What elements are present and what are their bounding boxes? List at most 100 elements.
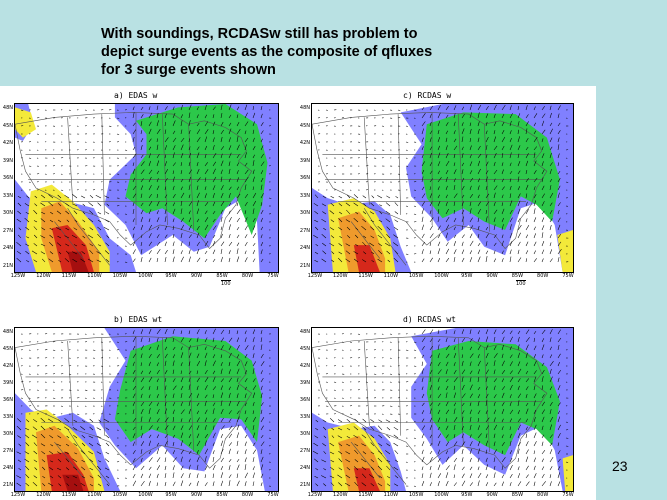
lon-tick-label: 120W [333, 273, 348, 279]
lon-tick-label: 125W [307, 273, 323, 279]
lon-tick-label: 115W [61, 492, 77, 498]
lon-tick-label: 85W [216, 273, 228, 279]
panel-label-a: a) EDAS w [114, 91, 158, 100]
lat-tick-label: 21N [2, 482, 13, 488]
lat-tick-label: 48N [2, 329, 13, 335]
lon-tick-label: 125W [307, 492, 323, 498]
lon-tick-label: 95W [165, 492, 177, 498]
yellow-contour-region [557, 230, 573, 272]
lon-tick-label: 85W [511, 273, 524, 279]
lat-tick-label: 24N [2, 465, 13, 471]
lon-tick-label: 90W [190, 273, 203, 279]
lon-tick-label: 115W [61, 273, 77, 279]
geographic-boundary-line [15, 112, 253, 249]
lon-tick-label: 110W [383, 273, 399, 279]
geographic-boundary-line [397, 337, 401, 436]
title-line-3: for 3 surge events shown [101, 62, 276, 78]
lat-tick-label: 24N [2, 245, 13, 252]
lat-tick-label: 27N [299, 227, 310, 234]
map-a [14, 103, 279, 273]
geographic-boundary-line [312, 112, 548, 249]
lon-tick-label: 95W [461, 492, 473, 498]
lon-tick-label: 75W [267, 492, 279, 498]
lat-tick-label: 48N [299, 105, 310, 111]
lat-tick-label: 33N [299, 414, 310, 420]
lon-tick-label: 105W [112, 492, 128, 498]
flux-vectors [312, 329, 569, 487]
map-svg-c [312, 104, 573, 272]
lon-tick-label: 105W [408, 492, 424, 498]
title-line-1: With soundings, RCDASw still has problem… [101, 26, 418, 42]
geographic-boundary-line [397, 114, 401, 215]
geographic-boundary-line [350, 441, 381, 479]
lon-tick-label: 120W [36, 492, 51, 498]
lon-tick-label: 85W [216, 492, 228, 498]
lon-tick-label: 90W [190, 492, 203, 498]
lat-tick-label: 42N [2, 363, 13, 369]
map-c [311, 103, 574, 273]
darkred-contour-region [67, 251, 89, 272]
lat-tick-label: 36N [299, 397, 310, 403]
lat-tick-label: 39N [299, 157, 310, 164]
lon-tick-label: 90W [486, 492, 498, 498]
lon-tick-label: 100W [434, 492, 449, 498]
map-svg-d [312, 328, 573, 491]
lon-tick-label: 80W [241, 273, 254, 279]
lon-tick-label: 90W [486, 273, 498, 279]
lon-tick-label: 110W [87, 273, 102, 279]
lon-tick-label: 80W [537, 273, 549, 279]
geographic-boundary-line [54, 441, 84, 479]
lon-tick-label: 100W [138, 492, 153, 498]
lat-tick-label: 30N [299, 210, 310, 217]
lat-tick-label: 45N [299, 122, 310, 129]
geographic-boundary-line [484, 347, 490, 452]
lon-tick-label: 110W [87, 492, 102, 498]
panel-label-b: b) EDAS wt [114, 315, 163, 324]
lon-tick-label: 125W [10, 273, 26, 279]
lat-tick-label: 36N [2, 175, 13, 182]
lat-tick-label: 39N [299, 380, 310, 386]
lat-tick-label: 42N [2, 140, 13, 147]
green-contour-region [426, 341, 560, 456]
geographic-boundary-line [188, 124, 195, 232]
geographic-boundary-line [67, 117, 74, 205]
lon-tick-label: 105W [112, 273, 128, 279]
geographic-boundary-line [350, 221, 381, 259]
lon-tick-label: 105W [408, 273, 424, 279]
reference-vector-label: 100 [221, 280, 231, 287]
lat-tick-label: 30N [299, 431, 310, 437]
lat-tick-label: 30N [2, 431, 13, 437]
lat-tick-label: 48N [2, 105, 13, 111]
panel-label-c: c) RCDAS w [403, 91, 452, 100]
geographic-boundary-line [67, 428, 110, 485]
yellow-contour-region [562, 455, 573, 491]
panel-label-d: d) RCDAS wt [403, 315, 456, 324]
lat-tick-label: 33N [299, 192, 310, 199]
lon-tick-label: 100W [138, 273, 153, 279]
reference-vector-label: 100 [516, 280, 526, 287]
lat-tick-label: 24N [299, 465, 310, 471]
lat-tick-label: 30N [2, 210, 13, 217]
lon-tick-label: 85W [511, 492, 524, 498]
green-contour-region [114, 336, 263, 456]
lon-tick-label: 75W [267, 273, 279, 279]
geographic-boundary-line [67, 208, 110, 266]
map-svg-b [15, 328, 278, 491]
lat-tick-label: 45N [299, 346, 310, 352]
geographic-boundary-line [67, 340, 74, 426]
lat-tick-label: 21N [299, 263, 310, 269]
lat-tick-label: 27N [2, 227, 13, 234]
slide-title: With soundings, RCDASw still has problem… [101, 25, 521, 79]
geographic-boundary-line [162, 114, 168, 226]
flux-vectors [16, 328, 272, 487]
geographic-boundary-line [54, 221, 84, 259]
flux-vectors [313, 104, 569, 263]
lat-tick-label: 42N [299, 363, 310, 369]
lat-tick-label: 42N [299, 140, 310, 147]
lat-tick-label: 21N [2, 263, 13, 269]
geographic-boundary-line [457, 114, 464, 226]
green-contour-region [421, 112, 560, 230]
lon-tick-label: 115W [358, 273, 373, 279]
lat-tick-label: 36N [299, 175, 310, 182]
lat-tick-label: 36N [2, 397, 13, 403]
